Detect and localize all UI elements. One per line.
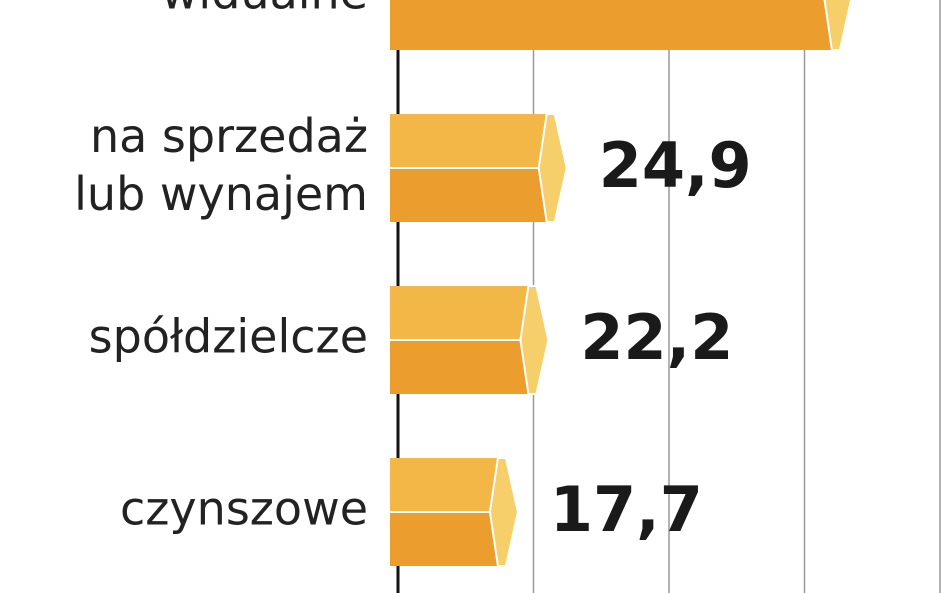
- bar-bottom: [390, 340, 529, 394]
- bar-bottom: [390, 512, 498, 566]
- value-label: 17,7: [550, 473, 703, 546]
- bar: [390, 285, 550, 395]
- category-label: widualne: [161, 0, 368, 20]
- bar: [390, 0, 853, 51]
- bar-bottom: [390, 0, 832, 50]
- bar-tip: [823, 0, 853, 51]
- bar: [390, 457, 519, 567]
- bar-top: [390, 286, 529, 340]
- bar: [390, 113, 568, 223]
- bar-top: [390, 458, 498, 512]
- category-label: na sprzedaż lub wynajem: [74, 109, 368, 221]
- category-label: spółdzielcze: [89, 310, 368, 364]
- value-label: 24,9: [599, 129, 752, 202]
- bar-top: [390, 114, 547, 168]
- category-label: czynszowe: [120, 482, 368, 536]
- bar-bottom: [390, 168, 547, 222]
- value-label: 22,2: [580, 301, 733, 374]
